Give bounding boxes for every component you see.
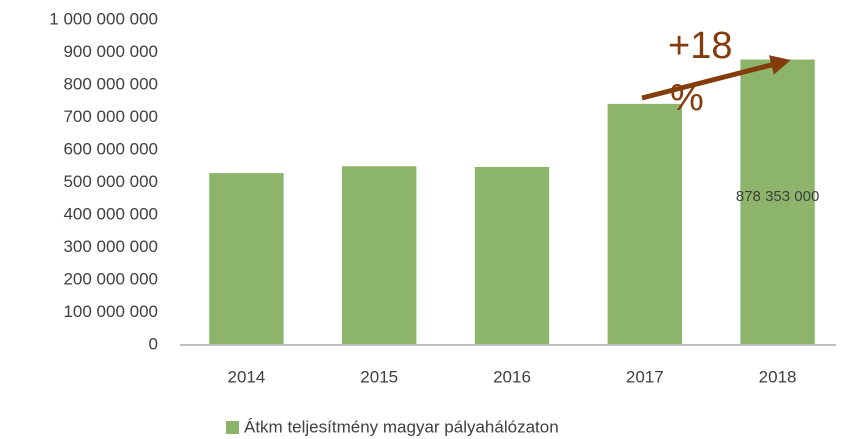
- bar: [342, 166, 417, 345]
- bar: [740, 59, 815, 345]
- x-tick-label: 2016: [493, 367, 531, 386]
- legend-label: Átkm teljesítmény magyar pályahálózaton: [244, 417, 559, 436]
- y-tick-label: 400 000 000: [63, 204, 158, 223]
- y-tick-label: 700 000 000: [63, 107, 158, 126]
- annotation-arrow: [641, 55, 791, 101]
- bar: [474, 166, 550, 345]
- y-tick-label: 300 000 000: [63, 237, 158, 256]
- annotation-text: +18: [668, 25, 732, 67]
- bar: [607, 103, 682, 345]
- y-tick-label: 500 000 000: [63, 172, 158, 191]
- bar: [209, 173, 284, 345]
- annotation-text: %: [670, 77, 704, 119]
- x-tick-label: 2015: [360, 367, 398, 386]
- y-tick-label: 200 000 000: [63, 269, 158, 288]
- x-tick-label: 2017: [626, 367, 664, 386]
- y-tick-label: 900 000 000: [63, 42, 158, 61]
- value-label: 878 353 000: [736, 188, 819, 205]
- y-tick-label: 600 000 000: [63, 139, 158, 158]
- y-tick-label: 0: [149, 334, 158, 353]
- y-tick-label: 100 000 000: [63, 302, 158, 321]
- y-tick-label: 800 000 000: [63, 74, 158, 93]
- y-tick-label: 1 000 000 000: [49, 9, 158, 28]
- x-tick-label: 2014: [227, 367, 265, 386]
- x-tick-label: 2018: [759, 367, 797, 386]
- legend-swatch: [226, 421, 239, 434]
